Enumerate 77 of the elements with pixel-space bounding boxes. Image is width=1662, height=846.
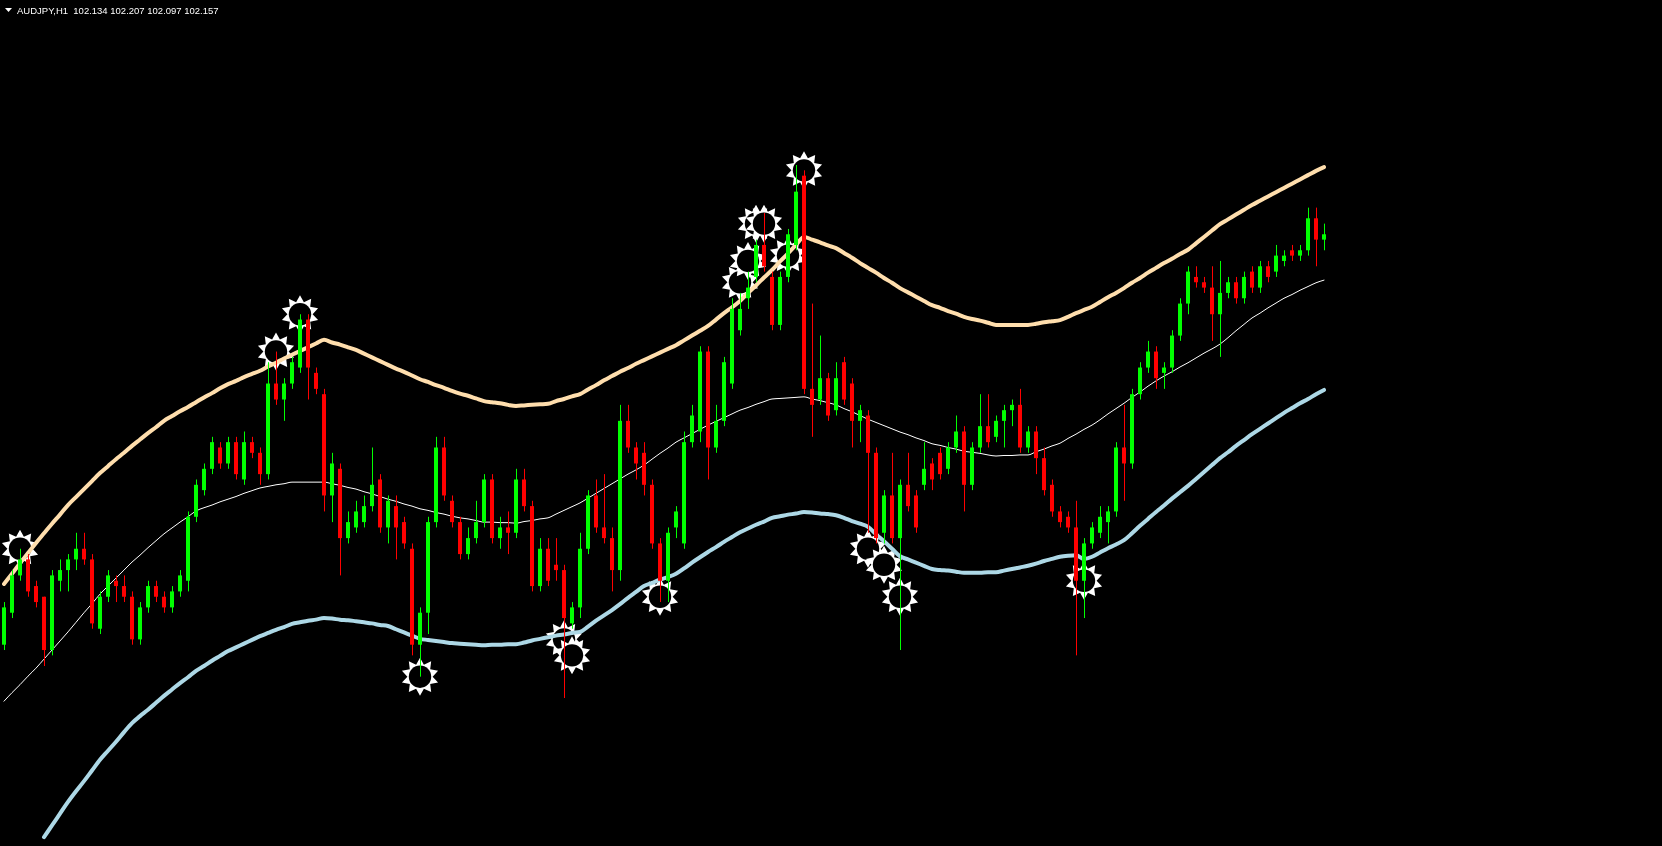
candlestick [1266,260,1270,283]
candlestick [58,558,62,592]
candlestick [954,415,958,454]
candlestick [1194,265,1198,289]
candlestick [162,590,166,614]
candlestick [282,377,286,422]
candlestick [1258,260,1262,294]
candlestick [34,580,38,608]
candlestick [738,292,742,337]
candlestick [746,271,750,310]
candlestick [274,351,278,406]
candlestick [202,462,206,496]
candlestick [314,367,318,395]
candlestick [1122,404,1126,502]
candlestick [674,505,678,539]
candlestick [74,532,78,571]
candlestick [466,526,470,560]
candlestick [1106,505,1110,544]
candlestick [938,446,942,480]
candlestick [810,303,814,438]
candlestick [1218,260,1222,358]
candlestick [106,569,110,603]
candlestick [498,516,502,550]
candlestick [1250,265,1254,294]
candlestick [1234,276,1238,305]
candlestick [986,393,990,448]
candlestick [634,441,638,480]
candlestick [1314,207,1318,267]
candlestick [570,601,574,630]
candlestick [346,510,350,544]
candlestick [178,569,182,598]
candlestick [1146,340,1150,374]
candlestick [1322,223,1326,251]
candlestick [18,548,22,582]
candlestick [922,441,926,491]
candlestick [1162,361,1166,390]
candlestick [1226,276,1230,299]
candlestick [1274,244,1278,278]
candlestick [258,446,262,486]
candlestick [858,404,862,443]
candlestick [226,436,230,470]
candlestick [930,457,934,491]
candlestick [1066,510,1070,534]
candlestick [362,494,366,528]
candlestick [1090,521,1094,550]
candlestick [946,441,950,475]
candlestick [394,494,398,560]
candlestick [818,335,822,406]
candlestick [994,415,998,443]
candlestick [218,441,222,470]
candlestick [402,516,406,550]
candlestick [154,580,158,603]
candlestick [354,500,358,534]
candlestick [506,510,510,555]
candlestick [290,356,294,390]
candlestick [370,446,374,512]
candlestick [1026,425,1030,454]
candlestick [66,553,70,592]
candlestick [1002,404,1006,448]
candlestick [170,585,174,614]
candlestick [1058,505,1062,528]
candlestick [1098,505,1102,539]
candlestick [1010,399,1014,427]
candlestick [474,500,478,544]
candlestick [114,574,118,603]
candlestick [978,393,982,454]
candlestick [554,537,558,582]
candlestick [250,436,254,459]
candlestick [1242,271,1246,305]
candlestick [762,212,766,273]
candlestick [906,452,910,512]
chart-title: AUDJPY,H1 102.134 102.207 102.097 102.157 [17,5,219,16]
candlestick [122,574,126,603]
candlestick [146,580,150,614]
candlestick [602,473,606,544]
candlestick [82,532,86,566]
candlestick [450,494,454,528]
